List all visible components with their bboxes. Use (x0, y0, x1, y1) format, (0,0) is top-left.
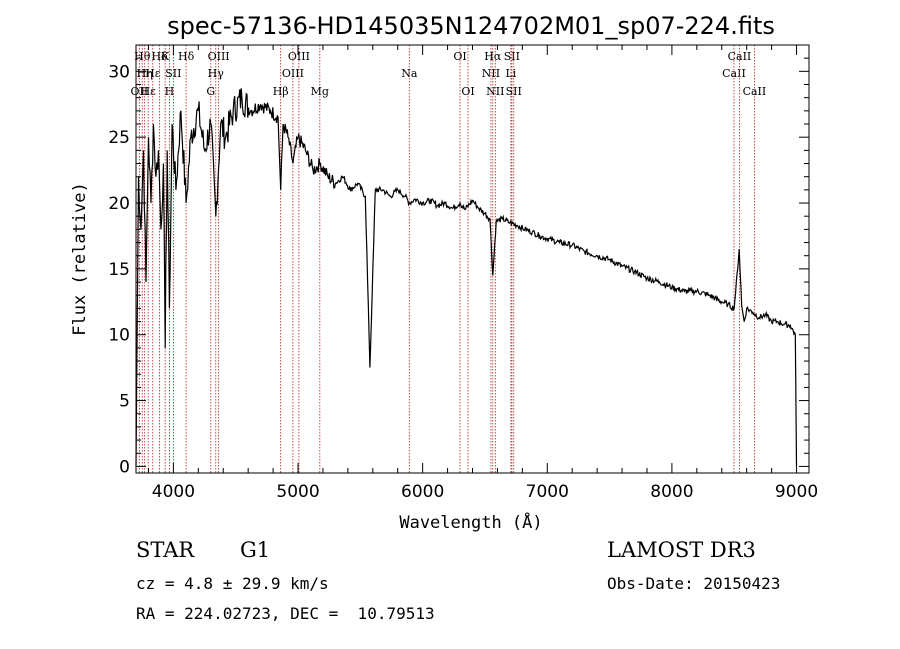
line-label: H (165, 85, 175, 98)
coordinates: RA = 224.02723, DEC = 10.79513 (136, 604, 435, 623)
y-tick-label: 0 (119, 457, 130, 477)
line-label: CaII (722, 67, 746, 80)
line-label: OIII (208, 50, 230, 63)
line-label: Hθ (134, 50, 151, 63)
line-label: Hγ (208, 67, 225, 80)
line-label: K (161, 50, 170, 63)
line-label: Hε (145, 67, 161, 80)
survey-name: LAMOST DR3 (607, 538, 756, 562)
line-label: NII (482, 67, 500, 80)
line-label: SII (165, 67, 181, 80)
line-label: OIII (288, 50, 310, 63)
line-label: Li (505, 67, 516, 80)
y-axis-label: Flux (relative) (70, 182, 90, 336)
spectral-line-markers: OIIHθHηHεHεHδKHSIIHδGHγOIIIHβOIIIOIIIMgN… (131, 45, 767, 473)
axis-ticks: 4000 5000 6000 7000 8000 9000 0 5 10 15 20 25 30 (108, 45, 818, 502)
line-label: CaII (743, 85, 767, 98)
line-label: G (206, 85, 215, 98)
line-label: Hδ (151, 50, 168, 63)
x-tick-label: 6000 (401, 482, 444, 502)
line-label: Hδ (178, 50, 195, 63)
y-tick-label: 30 (108, 62, 130, 82)
redshift-velocity: cz = 4.8 ± 29.9 km/s (136, 574, 329, 593)
chart-title: spec-57136-HD145035N124702M01_sp07-224.f… (167, 12, 775, 40)
x-tick-label: 8000 (650, 482, 693, 502)
y-tick-label: 20 (108, 194, 130, 214)
spectrum-line (135, 88, 798, 467)
x-tick-label: 5000 (276, 482, 319, 502)
y-tick-label: 10 (108, 326, 130, 346)
x-tick-label: 7000 (526, 482, 569, 502)
y-tick-label: 25 (108, 128, 130, 148)
observation-date: Obs-Date: 20150423 (607, 574, 781, 593)
y-tick-label: 5 (119, 392, 130, 412)
line-label: OII (131, 85, 149, 98)
line-label: OI (453, 50, 466, 63)
x-tick-label: 9000 (775, 482, 818, 502)
line-label: Na (401, 67, 418, 80)
y-tick-label: 15 (108, 260, 130, 280)
line-label: CaII (728, 50, 752, 63)
line-label: Hη (137, 67, 153, 80)
line-label: NII (486, 85, 504, 98)
object-subclass: G1 (240, 538, 271, 562)
x-tick-label: 4000 (152, 482, 195, 502)
line-label: Hα (484, 50, 502, 63)
line-label: Hε (141, 85, 157, 98)
line-label: SII (506, 85, 522, 98)
line-label: Hβ (273, 85, 289, 98)
x-axis-label: Wavelength (Å) (399, 511, 542, 533)
line-label: SII (504, 50, 520, 63)
object-class: STAR (136, 538, 195, 562)
line-label: OIII (282, 67, 304, 80)
line-label: OI (461, 85, 474, 98)
line-label: Mg (311, 85, 329, 98)
